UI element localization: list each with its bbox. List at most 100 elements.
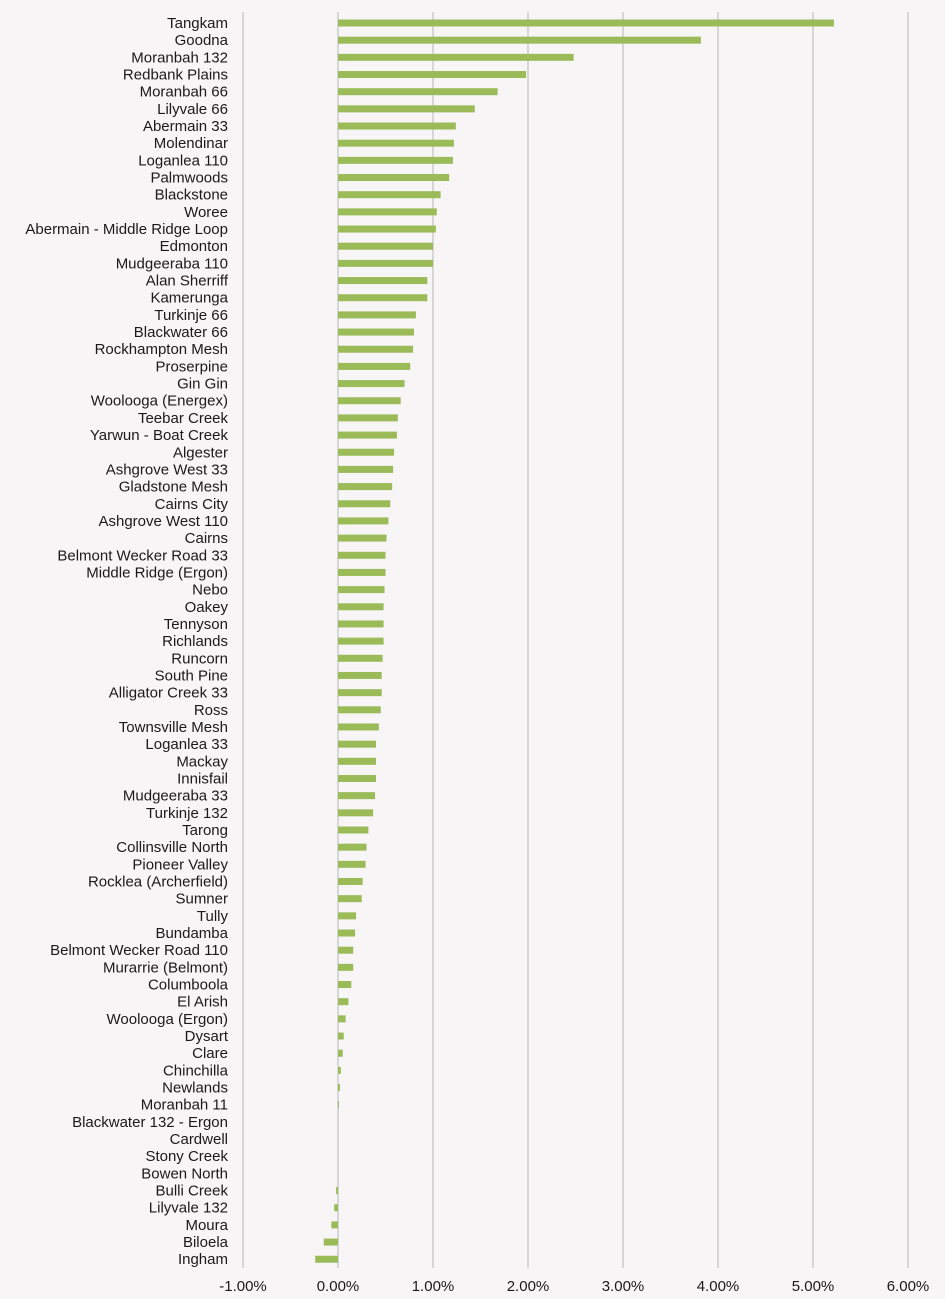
category-label: Middle Ridge (Ergon): [86, 564, 228, 581]
x-tick-label: 0.00%: [317, 1278, 360, 1295]
bar: [338, 88, 498, 96]
bar: [338, 981, 352, 989]
category-label: Belmont Wecker Road 110: [50, 942, 228, 959]
category-label: Nebo: [192, 582, 228, 599]
bar: [338, 191, 441, 199]
bar: [338, 774, 376, 782]
category-label: Cardwell: [170, 1131, 228, 1148]
x-tick-label: 2.00%: [507, 1278, 550, 1295]
category-label: Abermain 33: [143, 118, 228, 135]
category-label: Tarong: [182, 822, 228, 839]
bar: [338, 689, 382, 697]
bar: [338, 1101, 339, 1109]
bar: [338, 122, 456, 130]
x-tick-label: 3.00%: [602, 1278, 645, 1295]
bar: [338, 912, 357, 920]
category-label: Stony Creek: [145, 1148, 228, 1165]
bar: [338, 963, 354, 971]
category-label: Algester: [173, 444, 228, 461]
bar: [338, 483, 393, 491]
category-label: Kamerunga: [150, 290, 228, 307]
bar: [338, 671, 382, 679]
category-label: Ashgrove West 110: [98, 513, 228, 530]
category-label: Tangkam: [167, 15, 228, 32]
category-label: Moranbah 11: [141, 1097, 228, 1114]
bar: [338, 208, 437, 216]
bar: [338, 397, 401, 405]
bar: [338, 946, 354, 954]
category-label: Blackwater 66: [134, 324, 228, 341]
bar: [338, 809, 374, 817]
x-tick-label: 4.00%: [697, 1278, 740, 1295]
category-label: Mackay: [176, 753, 228, 770]
category-label: Abermain - Middle Ridge Loop: [25, 221, 228, 238]
category-label: Woree: [184, 204, 228, 221]
category-label: Gin Gin: [177, 376, 228, 393]
bar: [338, 654, 383, 662]
category-label: Murarrie (Belmont): [103, 959, 228, 976]
category-label: Sumner: [175, 891, 228, 908]
bar: [338, 328, 414, 336]
bar: [338, 362, 411, 370]
bar: [338, 620, 384, 628]
bar: [338, 259, 433, 267]
category-label: Lilyvale 132: [149, 1200, 228, 1217]
bar: [338, 826, 369, 834]
category-label: Belmont Wecker Road 33: [57, 547, 228, 564]
bar: [338, 534, 387, 542]
bar: [338, 277, 428, 285]
bar: [338, 311, 416, 319]
bar: [338, 568, 386, 576]
bar: [338, 225, 436, 233]
category-label: Alligator Creek 33: [109, 685, 228, 702]
category-label: Columboola: [148, 977, 229, 994]
bar: [336, 1187, 338, 1195]
category-label: Edmonton: [160, 238, 228, 255]
category-label: Tennyson: [164, 616, 228, 633]
category-label: Cairns: [185, 530, 228, 547]
category-label: Rockhampton Mesh: [95, 341, 228, 358]
bar: [338, 757, 376, 765]
category-label: Oakey: [185, 599, 229, 616]
category-label: Turkinje 132: [146, 805, 228, 822]
bar: [338, 345, 414, 353]
bar: [338, 792, 376, 800]
category-label: Tully: [197, 908, 229, 925]
bar: [338, 843, 367, 851]
bar: [338, 380, 405, 388]
category-label: Woolooga (Ergon): [107, 1011, 228, 1028]
bar: [338, 603, 384, 611]
category-label: Yarwun - Boat Creek: [90, 427, 229, 444]
bar: [338, 586, 385, 594]
bar: [338, 1032, 344, 1040]
category-label: Moranbah 66: [140, 84, 228, 101]
bar: [338, 1049, 343, 1057]
bar: [338, 1066, 341, 1074]
bar: [338, 448, 395, 456]
bar: [338, 723, 379, 731]
category-label: Ingham: [178, 1251, 228, 1268]
category-label: Rocklea (Archerfield): [88, 874, 228, 891]
category-label: Proserpine: [155, 358, 228, 375]
bar: [338, 860, 366, 868]
category-label: Runcorn: [171, 650, 228, 667]
bar: [338, 637, 384, 645]
category-label: Turkinje 66: [154, 307, 228, 324]
bar: [338, 414, 398, 422]
category-label: Biloela: [183, 1234, 229, 1251]
bar: [338, 139, 454, 147]
x-tick-labels: -1.00% 0.00% 1.00% 2.00% 3.00% 4.00% 5.00% 6.00…: [219, 1278, 929, 1295]
category-label: Blackstone: [155, 187, 228, 204]
bar: [338, 740, 376, 748]
category-label: Richlands: [162, 633, 228, 650]
category-label: Woolooga (Energex): [91, 393, 228, 410]
category-label: Dysart: [185, 1028, 229, 1045]
category-label: Cairns City: [155, 496, 229, 513]
category-label: Lilyvale 66: [157, 101, 228, 118]
category-label: Teebar Creek: [138, 410, 229, 427]
category-label: Pioneer Valley: [132, 856, 228, 873]
bar: [338, 551, 386, 559]
category-label: Loganlea 110: [138, 152, 228, 169]
bar: [334, 1204, 338, 1212]
